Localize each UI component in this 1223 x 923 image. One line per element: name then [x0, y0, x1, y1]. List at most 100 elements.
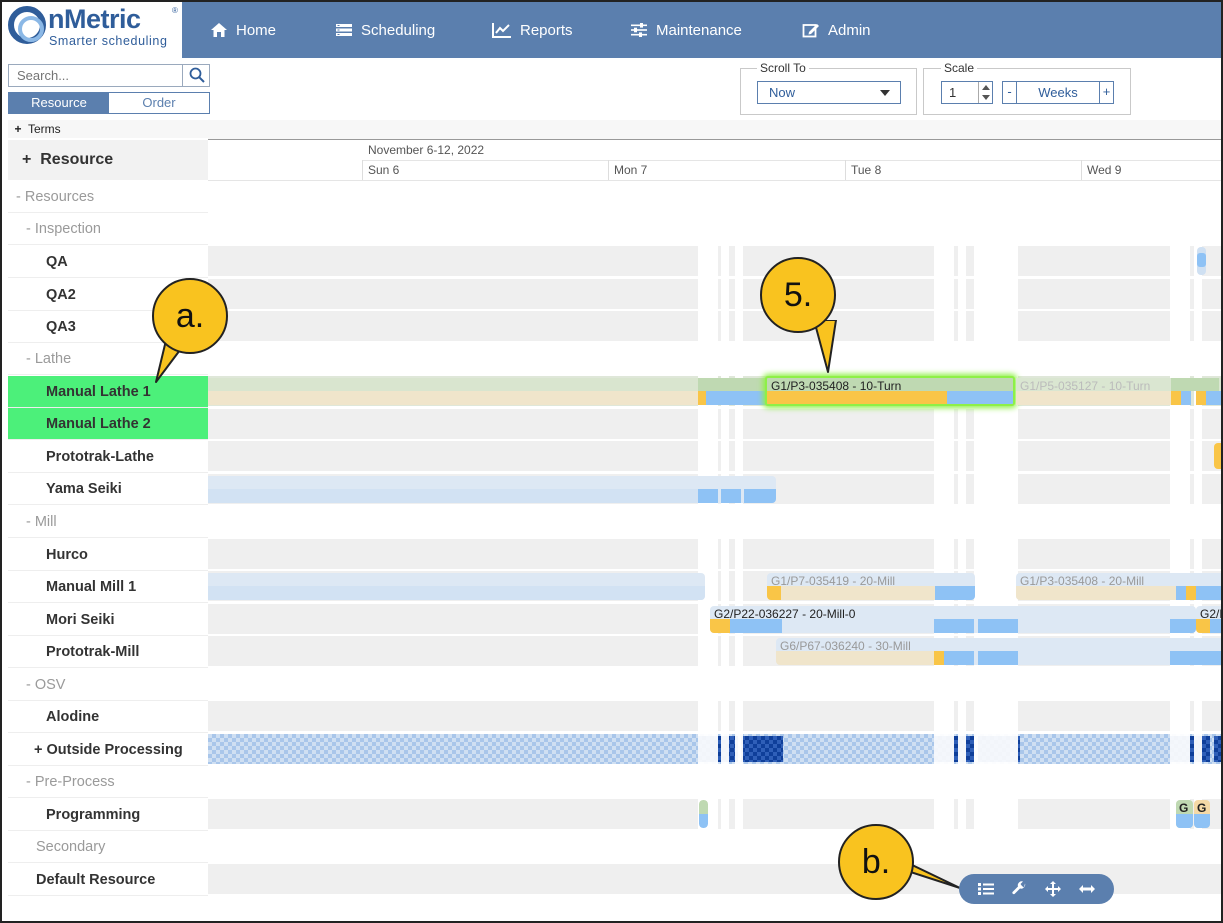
job-g1-p5-035127[interactable]: G1/P5-035127 - 10-Turn: [1016, 378, 1221, 405]
job-bot: [208, 586, 705, 600]
job-seg: [944, 651, 974, 665]
job-top: [1016, 378, 1221, 391]
tree-item-qa3[interactable]: QA3: [8, 311, 208, 343]
search-icon[interactable]: [189, 67, 205, 83]
tree-item-resources[interactable]: - Resources: [8, 181, 208, 213]
qa-job[interactable]: [1197, 247, 1206, 275]
job-label: G: [1179, 801, 1189, 815]
order-view-tab[interactable]: Order: [109, 93, 209, 113]
off-shift-gap: [1194, 245, 1202, 835]
programming-job-g[interactable]: G: [1176, 800, 1193, 828]
tree-item-programming[interactable]: Programming: [8, 799, 208, 831]
tree-item-yama-seiki[interactable]: Yama Seiki: [8, 473, 208, 505]
lathe1-prev-job[interactable]: [698, 378, 766, 391]
nav-home-label: Home: [236, 21, 277, 39]
tree-item-outside-processing[interactable]: + Outside Processing: [8, 734, 208, 766]
tree-item-inspection[interactable]: - Inspection: [8, 213, 208, 245]
callout-five-pointer: [813, 320, 837, 373]
nav-home[interactable]: Home: [210, 2, 276, 58]
list-icon[interactable]: [977, 881, 995, 897]
job-label: G: [1197, 801, 1207, 815]
scale-unit-value[interactable]: Weeks: [1038, 85, 1078, 100]
tree-item-qa[interactable]: QA: [8, 246, 208, 278]
job-seg: [1170, 619, 1196, 633]
nav-reports[interactable]: Reports: [492, 2, 573, 58]
job-g1-p3-035408-mill[interactable]: G1/P3-035408 - 20-Mill: [1016, 573, 1221, 600]
reports-icon: [492, 23, 511, 38]
day-label-sun: Sun 6: [368, 163, 400, 177]
outside-processing-block[interactable]: [741, 736, 783, 762]
tree-item-mill[interactable]: - Mill: [8, 506, 208, 538]
horizontal-resize-icon[interactable]: [1078, 883, 1096, 895]
tree-item-hurco[interactable]: Hurco: [8, 539, 208, 571]
terms-row[interactable]: + Terms: [8, 120, 208, 138]
prototrak-lathe-job[interactable]: [1214, 443, 1221, 469]
scale-minus-button[interactable]: -: [1003, 82, 1017, 103]
job-g2-p-mori[interactable]: G2/P: [1196, 606, 1221, 633]
stepper-up-icon[interactable]: [980, 82, 992, 92]
resource-header-label: Resource: [40, 151, 114, 168]
tree-item-prototrak-mill[interactable]: Prototrak-Mill: [8, 636, 208, 668]
timeline-divider: [208, 139, 1221, 140]
nav-scheduling[interactable]: Scheduling: [335, 2, 435, 58]
job-seg: [742, 619, 782, 633]
job-g6-p67-036240[interactable]: G6/P67-036240 - 30-Mill: [776, 638, 1221, 665]
outside-processing-block[interactable]: [1214, 736, 1221, 762]
tree-item-qa2[interactable]: QA2: [8, 279, 208, 311]
nav-maintenance[interactable]: Maintenance: [630, 2, 742, 58]
wrench-icon[interactable]: [1011, 881, 1027, 897]
job-seg: [1206, 391, 1221, 405]
scale-stepper[interactable]: 1: [941, 81, 993, 104]
tree-item-alodine[interactable]: Alodine: [8, 701, 208, 733]
tree-item-manual-mill-1[interactable]: Manual Mill 1: [8, 571, 208, 603]
logo-tagline: Smarter scheduling: [49, 34, 168, 48]
manual-mill-job-prev[interactable]: [208, 573, 705, 600]
resource-expand-icon[interactable]: +: [22, 151, 32, 168]
job-seg: [781, 586, 935, 600]
job-seg: [978, 651, 1018, 665]
nav-admin[interactable]: Admin: [802, 2, 871, 58]
tree-item-prototrak-lathe[interactable]: Prototrak-Lathe: [8, 441, 208, 473]
timeline-week-line: [362, 160, 1221, 161]
tree-item-mori-seiki[interactable]: Mori Seiki: [8, 604, 208, 636]
tree-item-osv[interactable]: - OSV: [8, 669, 208, 701]
tree-item-manual-lathe-1[interactable]: Manual Lathe 1: [8, 376, 208, 408]
tree-item-default-resource[interactable]: Default Resource: [8, 864, 208, 896]
logo-mark-icon: [8, 6, 46, 44]
resource-column-header[interactable]: + Resource: [8, 140, 208, 180]
lathe1-run-bar: [208, 391, 698, 405]
gantt-toolbar: [959, 874, 1114, 904]
move-icon[interactable]: [1044, 880, 1062, 898]
gantt-chart[interactable]: G1/P3-035408 - 10-Turn G1/P5-035127 - 10…: [208, 181, 1221, 921]
stepper-down-icon[interactable]: [980, 93, 992, 103]
tree-item-manual-lathe-2[interactable]: Manual Lathe 2: [8, 408, 208, 440]
job-label: G1/P3-035408 - 20-Mill: [1020, 574, 1145, 588]
job-label: G6/P67-036240 - 30-Mill: [780, 639, 911, 653]
tree-item-secondary[interactable]: Secondary: [8, 831, 208, 863]
tree-item-lathe[interactable]: - Lathe: [8, 343, 208, 375]
programming-job-g2[interactable]: G: [1194, 800, 1210, 828]
day-divider: [845, 160, 846, 180]
nmetric-logo[interactable]: nMetric ® Smarter scheduling: [2, 2, 182, 58]
terms-expand-icon[interactable]: +: [14, 122, 22, 136]
tree-item-pre-process[interactable]: - Pre-Process: [8, 766, 208, 798]
chevron-down-icon: [880, 90, 890, 96]
search-input[interactable]: [9, 65, 183, 86]
yama-seiki-job[interactable]: [208, 476, 776, 503]
scheduling-icon: [336, 24, 352, 36]
highlighted-job-g1-p3-035408[interactable]: G1/P3-035408 - 10-Turn: [765, 376, 1015, 406]
scale-plus-button[interactable]: +: [1099, 82, 1113, 103]
off-shift-gap: [735, 245, 743, 835]
job-seg: [1181, 391, 1191, 405]
scroll-to-select[interactable]: Now: [757, 81, 901, 104]
job-seg: [776, 651, 934, 665]
timeline-terms-band: [208, 120, 1221, 139]
day-label-mon: Mon 7: [614, 163, 648, 177]
resource-view-tab[interactable]: Resource: [9, 93, 109, 113]
scale-legend: Scale: [941, 61, 978, 75]
programming-job-small[interactable]: [699, 800, 708, 828]
job-seg: [698, 489, 718, 503]
job-g1-p7-035419[interactable]: G1/P7-035419 - 20-Mill: [767, 573, 975, 600]
job-g2-p22-036227[interactable]: G2/P22-036227 - 20-Mill-0: [710, 606, 1196, 633]
scroll-to-legend: Scroll To: [757, 61, 809, 75]
